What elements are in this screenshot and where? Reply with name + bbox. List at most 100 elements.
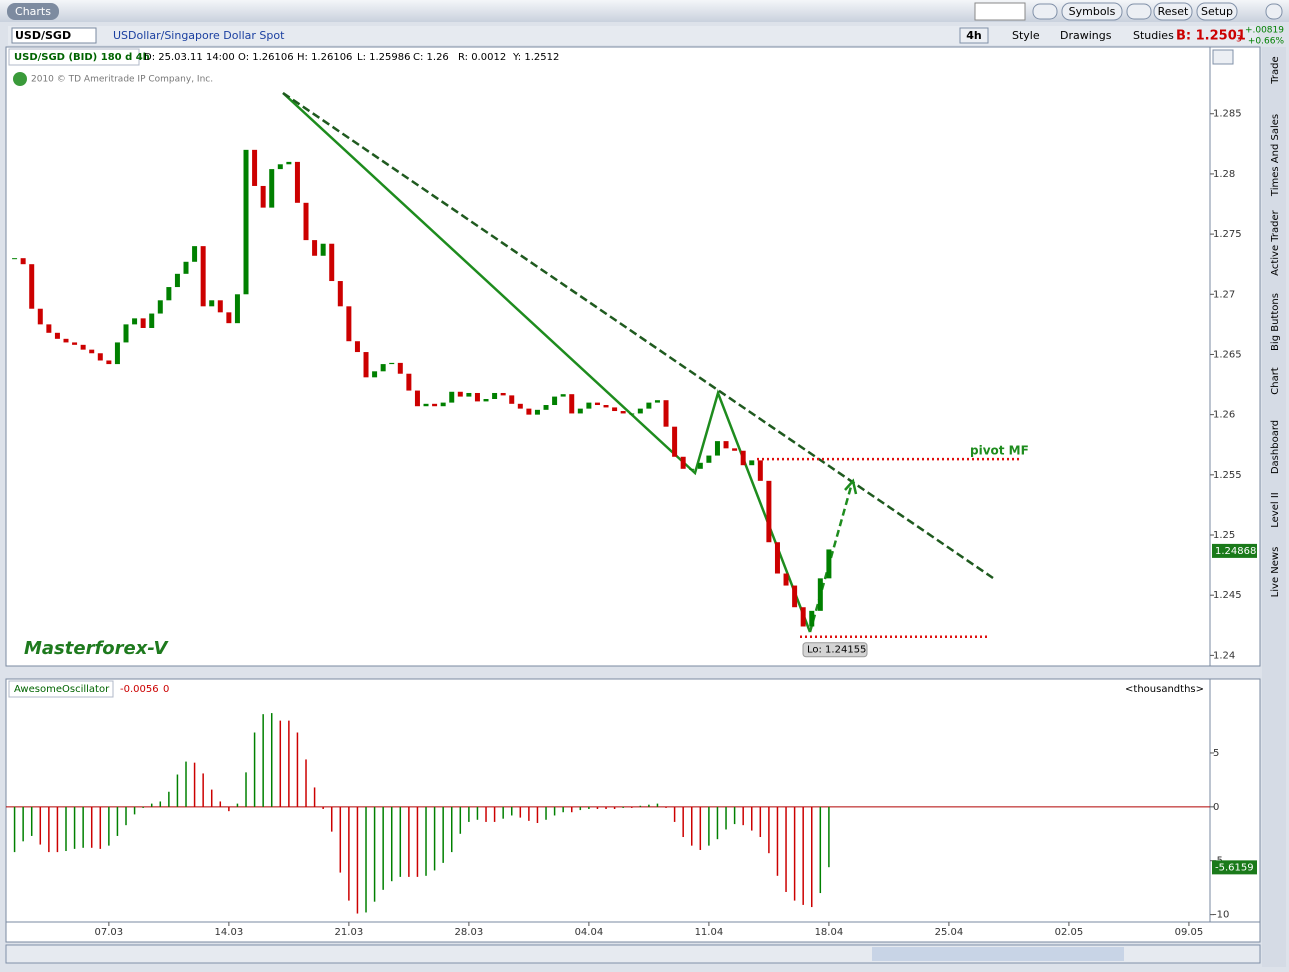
osc-marker bbox=[1212, 860, 1257, 875]
candle bbox=[637, 408, 643, 414]
osc-marker-label: -5.6159 bbox=[1215, 862, 1254, 873]
candle bbox=[329, 243, 335, 282]
candle bbox=[286, 161, 292, 165]
candle bbox=[577, 408, 583, 414]
charts-tab[interactable] bbox=[7, 3, 59, 20]
x-tick-label: 18.04 bbox=[815, 927, 844, 938]
candle bbox=[217, 300, 223, 313]
tool-label[interactable]: Studies bbox=[1133, 29, 1174, 42]
info-field: Y: 1.2512 bbox=[512, 52, 559, 63]
candle bbox=[354, 341, 360, 353]
x-tick-label: 28.03 bbox=[455, 927, 484, 938]
candle bbox=[800, 607, 806, 627]
side-tab[interactable]: Active Trader bbox=[1270, 209, 1281, 275]
top-bar bbox=[0, 0, 1289, 22]
candle bbox=[209, 300, 215, 307]
candle bbox=[423, 403, 429, 407]
y-tick-label: 1.24 bbox=[1213, 650, 1235, 661]
candle bbox=[243, 149, 249, 295]
y-tick-label: 1.255 bbox=[1213, 470, 1242, 481]
y-tick-label: 1.245 bbox=[1213, 590, 1242, 601]
candle bbox=[372, 371, 378, 378]
symbols-button[interactable] bbox=[1061, 2, 1123, 21]
candle bbox=[792, 585, 798, 608]
candle bbox=[166, 287, 172, 301]
low-box bbox=[802, 642, 868, 658]
candle bbox=[380, 364, 386, 372]
timeframe-button[interactable] bbox=[959, 27, 989, 44]
candle bbox=[12, 258, 18, 260]
y-tick-label: 5 bbox=[1213, 748, 1219, 759]
candle bbox=[174, 273, 180, 288]
tool-label[interactable]: Style bbox=[1012, 29, 1040, 42]
candle bbox=[89, 349, 95, 354]
x-tick-label: 09.05 bbox=[1175, 927, 1204, 938]
info-field: L: 1.25986 bbox=[357, 52, 410, 63]
candle bbox=[689, 468, 695, 470]
y-tick-label: 1.25 bbox=[1213, 530, 1235, 541]
symbol-description[interactable]: USDollar/Singapore Dollar Spot bbox=[113, 29, 285, 42]
candle bbox=[723, 441, 729, 449]
change: +.00819 bbox=[1245, 26, 1284, 36]
info-field: D: 25.03.11 14:00 bbox=[144, 52, 235, 63]
color-box[interactable] bbox=[974, 2, 1026, 21]
reset-button[interactable] bbox=[1153, 2, 1193, 21]
tool-label[interactable]: Drawings bbox=[1060, 29, 1112, 42]
candle bbox=[363, 352, 369, 378]
candle bbox=[766, 480, 772, 543]
candle bbox=[612, 407, 618, 412]
y-tick-label: 1.265 bbox=[1213, 349, 1242, 360]
candle bbox=[697, 462, 703, 469]
price-panel bbox=[5, 46, 1211, 667]
setup-button[interactable] bbox=[1196, 2, 1238, 21]
candle bbox=[594, 402, 600, 406]
candle bbox=[132, 318, 138, 325]
x-tick-label: 25.04 bbox=[935, 927, 964, 938]
side-tab[interactable]: Big Buttons bbox=[1270, 293, 1281, 351]
x-tick-label: 11.04 bbox=[695, 927, 724, 938]
candle bbox=[552, 396, 558, 406]
candle bbox=[312, 240, 318, 256]
candle bbox=[226, 312, 232, 324]
side-tab[interactable]: Times And Sales bbox=[1270, 114, 1281, 197]
side-tab[interactable]: Chart bbox=[1270, 367, 1281, 395]
candle bbox=[406, 373, 412, 391]
tab-title: Charts bbox=[15, 5, 51, 18]
y-tick-label: 1.285 bbox=[1213, 109, 1242, 120]
candle bbox=[106, 360, 112, 365]
candle bbox=[389, 362, 395, 365]
symbol-input[interactable] bbox=[11, 27, 97, 44]
info-field: O: 1.26106 bbox=[238, 52, 294, 63]
scroll-thumb[interactable] bbox=[872, 947, 1124, 961]
side-tab[interactable]: Level II bbox=[1270, 492, 1281, 527]
candle bbox=[320, 243, 326, 256]
candle bbox=[826, 549, 832, 579]
chart-icon[interactable] bbox=[1212, 49, 1234, 65]
candle bbox=[294, 161, 300, 203]
candle bbox=[817, 578, 823, 611]
candle bbox=[569, 394, 575, 414]
side-tab[interactable]: Dashboard bbox=[1270, 420, 1281, 474]
candle bbox=[680, 456, 686, 469]
candle bbox=[440, 402, 446, 407]
x-tick-label: 04.04 bbox=[575, 927, 604, 938]
trend-line bbox=[282, 92, 812, 633]
watermark: Masterforex-V bbox=[24, 638, 170, 659]
x-tick-label: 14.03 bbox=[215, 927, 244, 938]
y-tick-label: 0 bbox=[1213, 802, 1219, 813]
osc-axis bbox=[1209, 678, 1261, 923]
side-tab[interactable]: Trade bbox=[1270, 56, 1281, 84]
print-button[interactable] bbox=[1126, 3, 1152, 20]
candle bbox=[646, 402, 652, 409]
candle bbox=[672, 426, 678, 457]
side-tab[interactable]: Live News bbox=[1270, 547, 1281, 598]
copyright: 2010 © TD Ameritrade IP Company, Inc. bbox=[31, 75, 213, 85]
collapse-button[interactable] bbox=[1265, 3, 1283, 20]
link-button[interactable] bbox=[1032, 3, 1058, 20]
candle bbox=[397, 362, 403, 374]
candle bbox=[277, 164, 283, 170]
candle bbox=[757, 460, 763, 481]
info-field: C: 1.26 bbox=[413, 52, 449, 63]
candle bbox=[457, 391, 463, 397]
